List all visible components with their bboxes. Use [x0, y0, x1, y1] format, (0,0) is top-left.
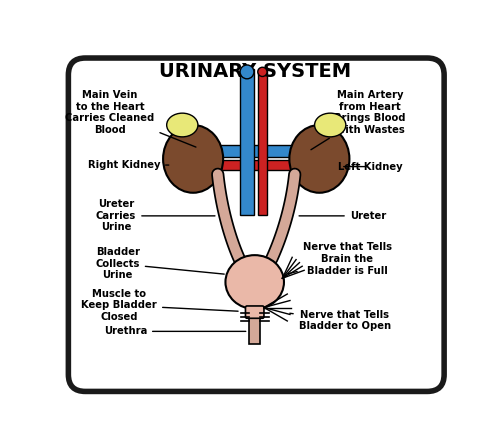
Ellipse shape — [226, 255, 284, 309]
Text: Left Kidney: Left Kidney — [338, 162, 402, 172]
Text: Muscle to
Keep Bladder
Closed: Muscle to Keep Bladder Closed — [82, 289, 238, 322]
FancyBboxPatch shape — [250, 309, 260, 344]
Text: Urethra: Urethra — [104, 326, 246, 336]
FancyBboxPatch shape — [183, 145, 330, 158]
Text: Main Vein
to the Heart
Carries Cleaned
Blood: Main Vein to the Heart Carries Cleaned B… — [66, 90, 196, 147]
Text: Ureter: Ureter — [299, 211, 386, 221]
Circle shape — [240, 65, 254, 79]
Ellipse shape — [290, 125, 350, 193]
Text: Main Artery
from Heart
Brings Blood
with Wastes: Main Artery from Heart Brings Blood with… — [311, 90, 406, 150]
FancyBboxPatch shape — [68, 58, 444, 392]
Text: Bladder
Collects
Urine: Bladder Collects Urine — [96, 247, 224, 280]
FancyBboxPatch shape — [246, 306, 264, 318]
Ellipse shape — [166, 113, 198, 137]
Text: Nerve that Tells
Brain the
Bladder is Full: Nerve that Tells Brain the Bladder is Fu… — [288, 243, 392, 275]
Text: Nerve that Tells
Bladder to Open: Nerve that Tells Bladder to Open — [290, 310, 391, 332]
Text: URINARY SYSTEM: URINARY SYSTEM — [158, 61, 351, 81]
Text: Right Kidney: Right Kidney — [88, 160, 169, 170]
Ellipse shape — [163, 125, 223, 193]
FancyBboxPatch shape — [191, 161, 322, 170]
Text: Ureter
Carries
Urine: Ureter Carries Urine — [96, 199, 215, 232]
Circle shape — [258, 67, 267, 77]
Ellipse shape — [314, 113, 346, 137]
FancyBboxPatch shape — [258, 69, 267, 215]
FancyBboxPatch shape — [240, 69, 254, 215]
